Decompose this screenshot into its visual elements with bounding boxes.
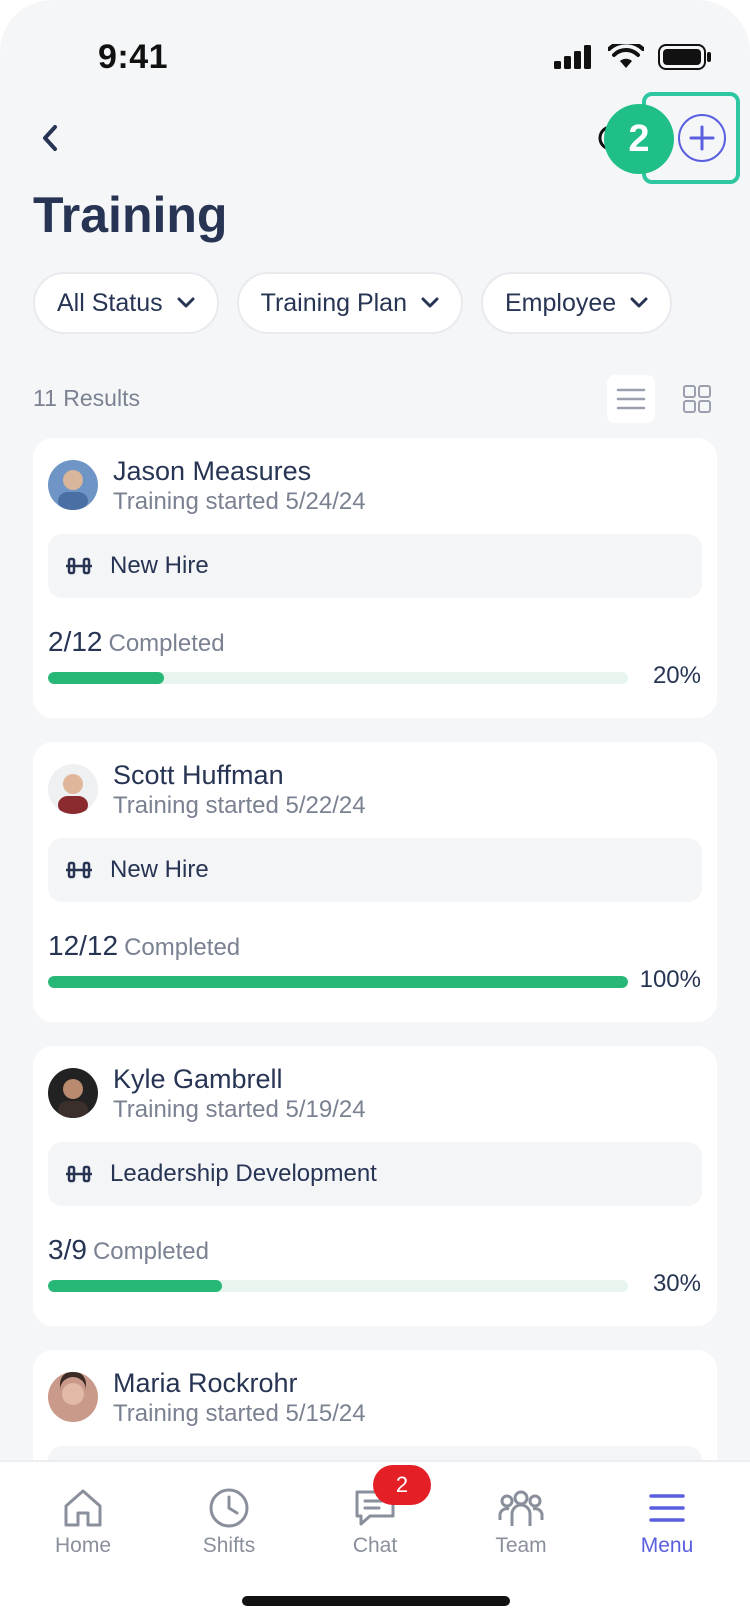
chevron-down-icon xyxy=(177,297,195,308)
nav-team[interactable]: Team xyxy=(456,1486,586,1558)
progress-bar xyxy=(48,672,628,684)
home-indicator xyxy=(242,1596,510,1606)
battery-icon xyxy=(658,44,711,70)
nav-menu[interactable]: Menu xyxy=(602,1486,732,1558)
filter-status[interactable]: All Status xyxy=(33,272,219,334)
page-title: Training xyxy=(33,187,228,243)
completed-label: Completed xyxy=(124,934,241,961)
signal-icon xyxy=(554,45,591,69)
back-button[interactable] xyxy=(30,118,70,158)
list-icon xyxy=(616,388,646,410)
filter-label: All Status xyxy=(57,288,163,317)
filter-employee[interactable]: Employee xyxy=(480,272,673,334)
progress-count: 2/12 xyxy=(48,626,103,657)
results-count: 11 Results xyxy=(33,385,140,411)
nav-label: Shifts xyxy=(202,1534,256,1557)
employee-name: Maria Rockrohr xyxy=(113,1368,298,1398)
add-training-button[interactable] xyxy=(678,114,726,162)
training-start-date: Training started 5/24/24 xyxy=(113,488,366,515)
chevron-down-icon xyxy=(421,297,439,308)
filter-training-plan[interactable]: Training Plan xyxy=(236,272,463,334)
status-icons xyxy=(554,44,712,70)
employee-name: Kyle Gambrell xyxy=(113,1064,283,1094)
chevron-down-icon xyxy=(630,297,648,308)
plus-icon xyxy=(689,125,715,151)
progress-fill xyxy=(48,976,628,988)
training-plan: Leadership Development xyxy=(48,1142,702,1206)
filter-label: Training Plan xyxy=(260,288,407,317)
avatar xyxy=(48,1372,98,1422)
home-icon xyxy=(64,1489,102,1527)
avatar xyxy=(48,460,98,510)
completed-label: Completed xyxy=(92,1238,209,1265)
results-row: 11 Results xyxy=(33,375,717,425)
training-plan-name: Leadership Development xyxy=(110,1160,377,1187)
grid-view-button[interactable] xyxy=(673,375,721,423)
training-card[interactable]: Scott Huffman Training started 5/22/24 N… xyxy=(33,742,717,1022)
avatar xyxy=(48,1068,98,1118)
nav-label: Home xyxy=(54,1534,112,1557)
employee-name: Jason Measures xyxy=(113,456,312,486)
clock-icon xyxy=(209,1488,249,1528)
training-start-date: Training started 5/22/24 xyxy=(113,792,366,819)
filter-bar: All Status Training Plan Employee xyxy=(33,272,673,334)
status-bar: 9:41 xyxy=(0,0,750,110)
training-plan: New Hire xyxy=(48,534,702,598)
progress-percent: 30% xyxy=(652,1270,701,1297)
dumbbell-icon xyxy=(66,557,92,575)
progress-fill xyxy=(48,1280,222,1292)
team-icon xyxy=(498,1490,544,1526)
nav-label: Chat xyxy=(352,1534,398,1557)
wifi-icon xyxy=(608,44,644,68)
progress-count: 12/12 xyxy=(48,930,119,961)
progress-count: 3/9 xyxy=(48,1234,87,1265)
training-plan: New Hire xyxy=(48,838,702,902)
progress-text: 2/12 Completed xyxy=(48,626,225,658)
training-start-date: Training started 5/15/24 xyxy=(113,1400,366,1427)
progress-text: 3/9 Completed xyxy=(48,1234,209,1266)
grid-icon xyxy=(683,385,711,413)
completed-label: Completed xyxy=(108,630,225,657)
progress-fill xyxy=(48,672,164,684)
menu-icon xyxy=(649,1494,685,1522)
avatar xyxy=(48,764,98,814)
progress-text: 12/12 Completed xyxy=(48,930,240,962)
training-plan-name: New Hire xyxy=(110,552,209,579)
nav-label: Menu xyxy=(640,1534,694,1557)
employee-name: Scott Huffman xyxy=(113,760,284,790)
chat-unread-badge: 2 xyxy=(373,1465,431,1505)
training-start-date: Training started 5/19/24 xyxy=(113,1096,366,1123)
training-list: Jason Measures Training started 5/24/24 … xyxy=(33,438,717,1624)
training-plan-name: New Hire xyxy=(110,856,209,883)
list-view-button[interactable] xyxy=(607,375,655,423)
nav-home[interactable]: Home xyxy=(18,1486,148,1558)
nav-shifts[interactable]: Shifts xyxy=(164,1486,294,1558)
step-badge: 2 xyxy=(604,104,674,174)
training-card[interactable]: Kyle Gambrell Training started 5/19/24 L… xyxy=(33,1046,717,1326)
nav-label: Team xyxy=(495,1534,547,1557)
progress-bar xyxy=(48,1280,628,1292)
dumbbell-icon xyxy=(66,861,92,879)
chevron-left-icon xyxy=(43,125,57,151)
status-time: 9:41 xyxy=(98,38,169,76)
training-card[interactable]: Jason Measures Training started 5/24/24 … xyxy=(33,438,717,718)
progress-percent: 20% xyxy=(652,662,701,689)
progress-bar xyxy=(48,976,628,988)
progress-percent: 100% xyxy=(639,966,701,993)
filter-label: Employee xyxy=(504,288,617,317)
dumbbell-icon xyxy=(66,1165,92,1183)
